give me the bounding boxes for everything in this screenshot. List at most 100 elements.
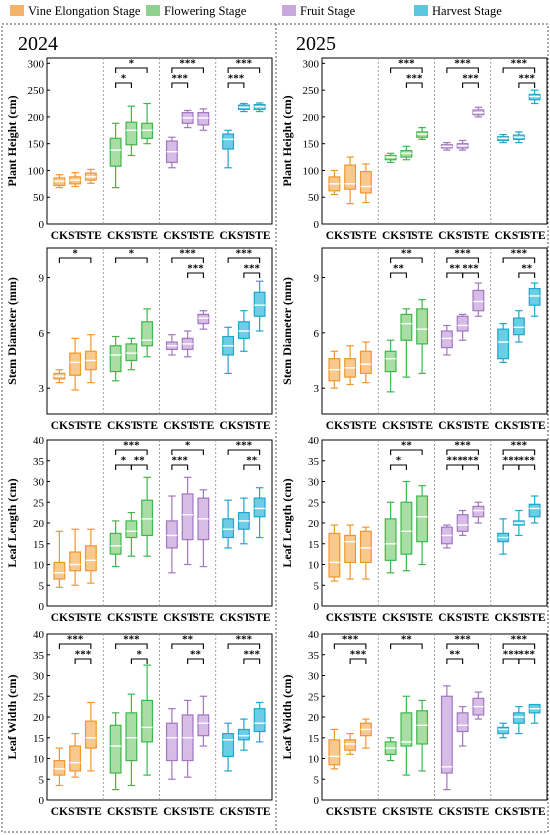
- sig-bracket: **: [187, 649, 204, 664]
- box-ST: [125, 105, 138, 157]
- box-iqr: [109, 345, 122, 373]
- box-CK: [109, 335, 122, 382]
- x-tick-label: CK: [51, 612, 68, 624]
- sig-bracket: ***: [502, 455, 520, 470]
- box-CK: [440, 524, 453, 549]
- box-ST: [344, 156, 357, 205]
- sig-label: **: [449, 649, 461, 661]
- y-tick-label: 3: [314, 383, 320, 395]
- sig-bracket: **: [243, 455, 261, 470]
- box-STE: [253, 487, 266, 539]
- box-iqr: [456, 712, 469, 733]
- x-tick-label: CK: [438, 230, 455, 242]
- box-iqr: [416, 308, 429, 345]
- box-CK: [497, 722, 510, 739]
- x-tick-label: ST: [237, 806, 251, 818]
- sig-label: ***: [228, 73, 245, 85]
- x-tick-label: STE: [136, 420, 158, 432]
- box-iqr: [400, 501, 413, 555]
- x-tick-label: ST: [399, 420, 413, 432]
- y-tick-label: 250: [28, 85, 45, 97]
- sig-line: [227, 643, 261, 649]
- x-tick-label: CK: [220, 806, 237, 818]
- y-tick-label: 5: [39, 774, 45, 786]
- sig-bracket: *: [171, 440, 204, 455]
- sig-line: [227, 67, 261, 73]
- x-tick-label: STE: [468, 230, 490, 242]
- x-tick-label: CK: [107, 230, 124, 242]
- box-ST: [512, 509, 525, 537]
- box-iqr: [344, 164, 357, 190]
- y-tick-label: 50: [308, 192, 320, 204]
- box-iqr: [440, 330, 453, 349]
- x-tick-label: CK: [163, 230, 180, 242]
- sig-label: **: [246, 455, 258, 467]
- y-tick-label: 20: [33, 518, 45, 530]
- sig-label: ***: [123, 440, 140, 452]
- x-tick-label: CK: [495, 806, 512, 818]
- box-ST: [400, 480, 413, 572]
- sig-bracket: ***: [502, 248, 536, 263]
- box-ST: [400, 145, 413, 161]
- sig-label: *: [137, 649, 143, 661]
- box-STE: [528, 89, 541, 105]
- box-ST: [237, 497, 250, 545]
- y-tick-label: 15: [308, 539, 320, 551]
- box-CK: [222, 326, 235, 375]
- sig-line: [462, 82, 479, 88]
- box-ST: [344, 345, 357, 386]
- x-tick-label: CK: [107, 806, 124, 818]
- x-tick-label: ST: [181, 420, 195, 432]
- x-tick-label: CK: [326, 420, 343, 432]
- sig-label: ***: [179, 248, 196, 260]
- sig-line: [390, 449, 423, 455]
- sig-label: ***: [172, 73, 189, 85]
- sig-label: **: [521, 263, 533, 275]
- sig-label: ***: [447, 455, 464, 467]
- sig-line: [518, 82, 536, 88]
- sig-label: *: [121, 73, 127, 85]
- sig-line: [243, 464, 261, 470]
- x-tick-label: CK: [382, 230, 399, 242]
- y-tick-label: 0: [314, 795, 320, 807]
- sig-bracket: **: [446, 649, 464, 664]
- x-tick-label: STE: [524, 806, 546, 818]
- box-STE: [359, 526, 372, 580]
- sig-bracket: ***: [333, 634, 367, 649]
- x-tick-label: STE: [80, 612, 102, 624]
- sig-line: [518, 464, 536, 470]
- box-CK: [53, 369, 66, 384]
- box-CK: [440, 685, 453, 791]
- box-STE: [197, 695, 210, 747]
- box-iqr: [109, 724, 122, 774]
- sig-line: [171, 643, 204, 649]
- year-label-2025: 2025: [296, 33, 336, 55]
- sig-label: **: [182, 634, 194, 646]
- box-ST: [69, 337, 82, 391]
- sig-line: [518, 272, 536, 278]
- x-tick-label: ST: [237, 420, 251, 432]
- box-CK: [53, 530, 66, 588]
- box-CK: [384, 339, 397, 393]
- y-axis-label: Leaf Width (cm): [280, 675, 294, 760]
- legend-item-2: Fruit Stage: [282, 4, 356, 18]
- sig-bracket: *: [115, 58, 148, 73]
- y-tick-label: 150: [303, 139, 320, 151]
- box-STE: [472, 501, 485, 524]
- x-tick-label: STE: [136, 230, 158, 242]
- sig-line: [446, 449, 479, 455]
- sig-bracket: ***: [58, 634, 92, 649]
- sig-bracket: ***: [518, 455, 536, 470]
- y-tick-label: 250: [303, 85, 320, 97]
- box-ST: [69, 528, 82, 586]
- x-tick-label: STE: [411, 420, 433, 432]
- legend-label: Fruit Stage: [300, 4, 356, 18]
- y-tick-label: 0: [314, 601, 320, 613]
- sig-label: ***: [172, 455, 189, 467]
- sig-line: [58, 643, 92, 649]
- box-iqr: [528, 287, 541, 306]
- box-STE: [253, 102, 266, 113]
- y-tick-label: 40: [33, 629, 45, 641]
